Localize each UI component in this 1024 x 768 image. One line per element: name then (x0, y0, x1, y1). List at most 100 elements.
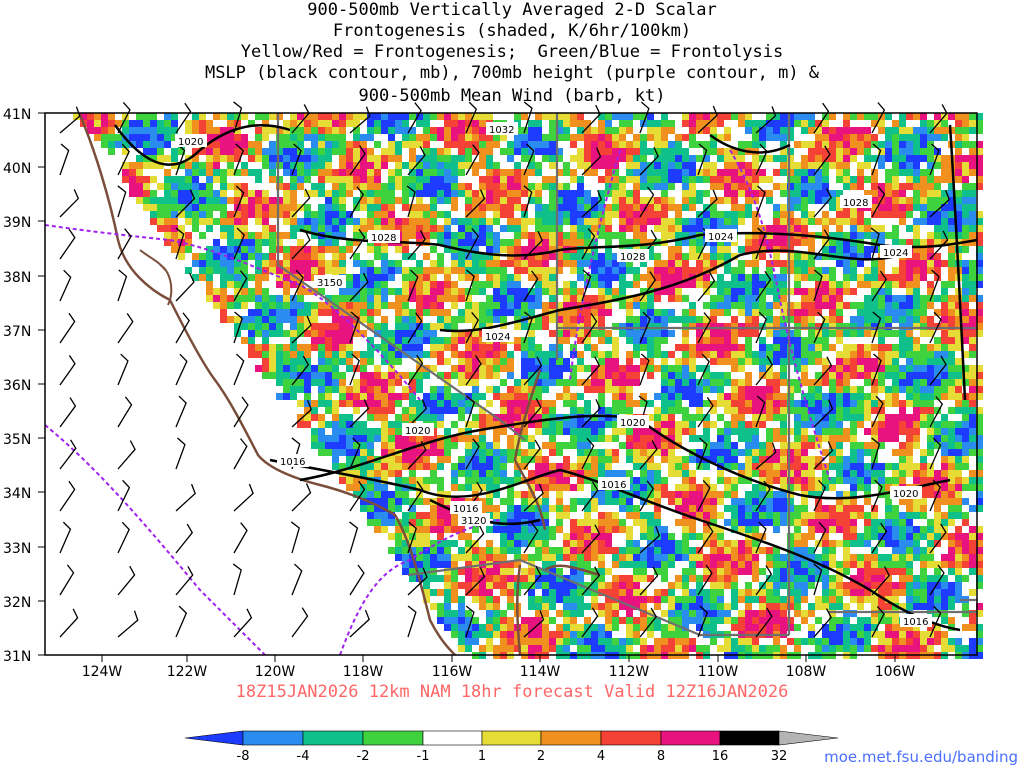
shading-cell (969, 218, 976, 225)
shading-cell (724, 190, 731, 197)
shading-cell (689, 358, 696, 365)
shading-cell (661, 260, 668, 267)
shading-cell (542, 134, 549, 141)
shading-cell (920, 302, 927, 309)
shading-cell (766, 477, 773, 484)
shading-cell (535, 295, 542, 302)
shading-cell (822, 435, 829, 442)
shading-cell (738, 176, 745, 183)
shading-cell (598, 358, 605, 365)
shading-cell (577, 218, 584, 225)
shading-cell (430, 197, 437, 204)
shading-cell (668, 155, 675, 162)
shading-cell (871, 169, 878, 176)
shading-cell (430, 169, 437, 176)
shading-cell (234, 127, 241, 134)
shading-cell (822, 400, 829, 407)
shading-cell (801, 428, 808, 435)
shading-cell (857, 330, 864, 337)
shading-cell (143, 141, 150, 148)
shading-cell (591, 428, 598, 435)
shading-cell (458, 309, 465, 316)
shading-cell (437, 323, 444, 330)
shading-cell (731, 428, 738, 435)
shading-cell (486, 169, 493, 176)
shading-cell (570, 113, 577, 120)
shading-cell (843, 491, 850, 498)
shading-cell (444, 225, 451, 232)
shading-cell (654, 134, 661, 141)
shading-cell (668, 365, 675, 372)
shading-cell (906, 316, 913, 323)
shading-cell (787, 456, 794, 463)
shading-cell (556, 372, 563, 379)
shading-cell (360, 218, 367, 225)
shading-cell (304, 211, 311, 218)
shading-cell (276, 204, 283, 211)
shading-cell (360, 134, 367, 141)
shading-cell (374, 295, 381, 302)
shading-cell (206, 141, 213, 148)
shading-cell (101, 113, 108, 120)
shading-cell (906, 442, 913, 449)
shading-cell (696, 491, 703, 498)
shading-cell (444, 393, 451, 400)
shading-cell (164, 225, 171, 232)
shading-cell (255, 302, 262, 309)
shading-cell (409, 400, 416, 407)
shading-cell (598, 316, 605, 323)
shading-cell (696, 449, 703, 456)
shading-cell (549, 421, 556, 428)
shading-cell (479, 484, 486, 491)
shading-cell (724, 477, 731, 484)
shading-cell (759, 309, 766, 316)
shading-cell (724, 260, 731, 267)
shading-cell (528, 183, 535, 190)
shading-cell (808, 316, 815, 323)
shading-cell (885, 428, 892, 435)
shading-cell (619, 211, 626, 218)
shading-cell (745, 204, 752, 211)
shading-cell (745, 274, 752, 281)
shading-cell (640, 260, 647, 267)
shading-cell (976, 274, 983, 281)
shading-cell (325, 365, 332, 372)
shading-cell (451, 344, 458, 351)
shading-cell (948, 351, 955, 358)
shading-cell (976, 309, 983, 316)
shading-cell (346, 449, 353, 456)
shading-cell (920, 477, 927, 484)
shading-cell (962, 155, 969, 162)
shading-cell (556, 316, 563, 323)
shading-cell (157, 162, 164, 169)
shading-cell (164, 183, 171, 190)
shading-cell (598, 232, 605, 239)
shading-cell (367, 456, 374, 463)
shading-cell (346, 183, 353, 190)
shading-cell (570, 351, 577, 358)
shading-cell (465, 470, 472, 477)
shading-cell (262, 344, 269, 351)
shading-cell (626, 155, 633, 162)
shading-cell (598, 148, 605, 155)
shading-cell (423, 281, 430, 288)
shading-cell (976, 218, 983, 225)
shading-cell (297, 134, 304, 141)
shading-cell (864, 232, 871, 239)
shading-cell (892, 190, 899, 197)
shading-cell (507, 386, 514, 393)
shading-cell (577, 190, 584, 197)
shading-cell (570, 435, 577, 442)
shading-cell (395, 267, 402, 274)
shading-cell (171, 211, 178, 218)
shading-cell (493, 162, 500, 169)
shading-cell (402, 386, 409, 393)
shading-cell (598, 302, 605, 309)
shading-cell (682, 190, 689, 197)
shading-cell (731, 351, 738, 358)
shading-cell (500, 456, 507, 463)
shading-cell (283, 393, 290, 400)
shading-cell (829, 267, 836, 274)
shading-cell (367, 351, 374, 358)
shading-cell (465, 267, 472, 274)
